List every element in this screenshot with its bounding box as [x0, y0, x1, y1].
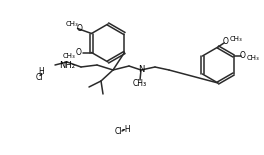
- Text: O: O: [76, 48, 82, 57]
- Text: O: O: [223, 38, 229, 46]
- Text: CH₃: CH₃: [246, 55, 259, 61]
- Text: H: H: [38, 67, 44, 77]
- Text: –H: –H: [121, 124, 131, 133]
- Text: CH₃: CH₃: [62, 53, 75, 58]
- Text: O: O: [77, 24, 82, 33]
- Text: O: O: [240, 51, 246, 60]
- Text: Cl: Cl: [35, 73, 43, 82]
- Text: CH₃: CH₃: [230, 36, 242, 42]
- Text: NH₂: NH₂: [59, 62, 75, 71]
- Text: N: N: [138, 64, 144, 73]
- Text: CH₃: CH₃: [65, 20, 78, 27]
- Text: CH₃: CH₃: [133, 80, 147, 89]
- Text: Cl: Cl: [114, 128, 122, 137]
